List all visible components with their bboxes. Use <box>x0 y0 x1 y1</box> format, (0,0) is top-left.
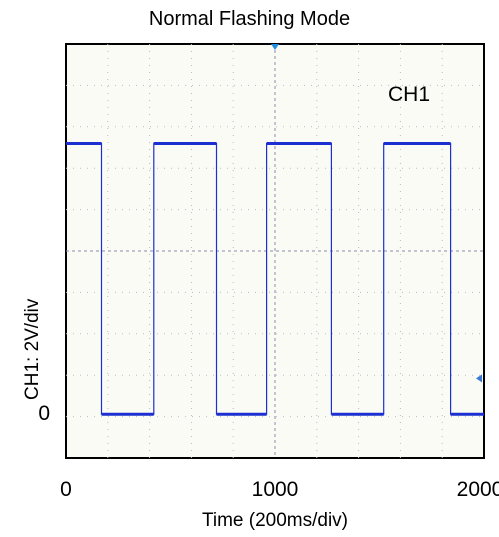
x-tick-label: 1000 <box>251 478 299 501</box>
trigger-position-marker <box>271 44 279 50</box>
x-tick-label: 0 <box>60 478 72 501</box>
y-axis-label: CH1: 2V/div <box>22 298 43 400</box>
x-tick-label: 2000 <box>456 478 499 501</box>
y-tick-label: 0 <box>38 402 50 426</box>
x-axis-label: Time (200ms/div) <box>201 510 349 531</box>
series-label-ch1: CH1 <box>388 83 431 106</box>
trace-layer <box>66 142 484 416</box>
marker-layer <box>271 44 482 383</box>
trigger-level-marker <box>476 374 482 383</box>
grid <box>66 44 484 458</box>
chart-title: Normal Flashing Mode <box>148 8 351 30</box>
